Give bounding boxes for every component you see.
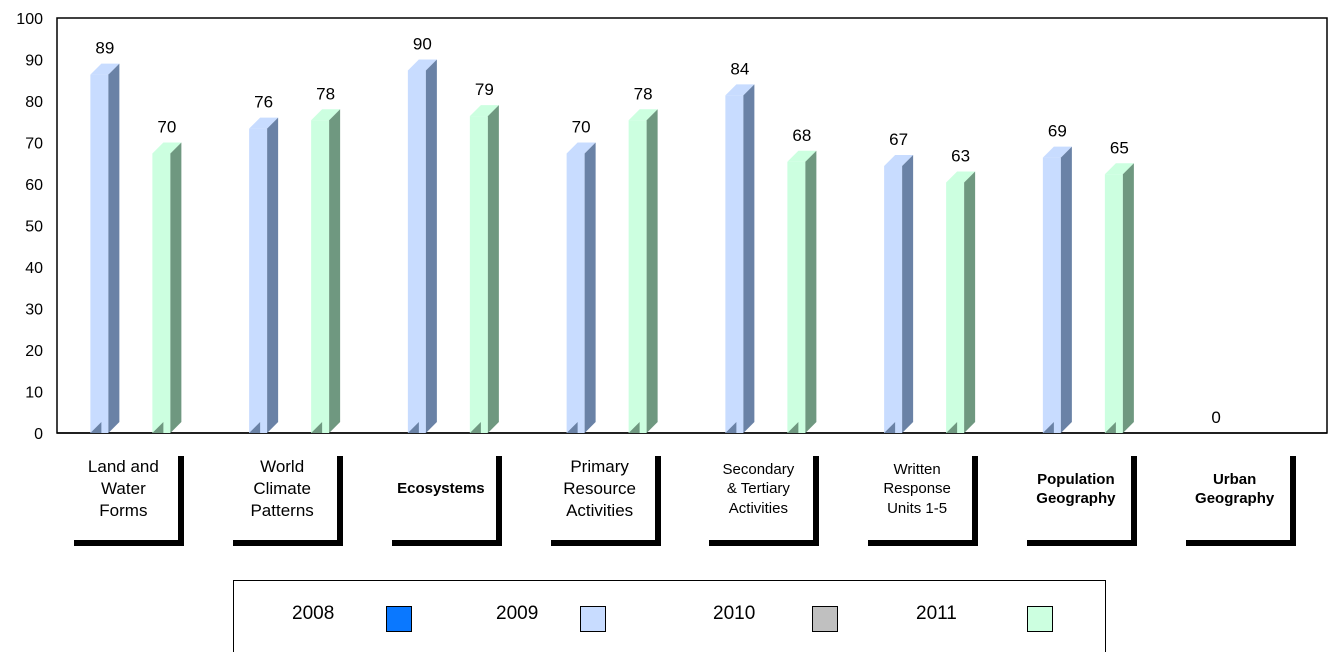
legend-swatch [386, 606, 412, 632]
x-category-label: Secondary & Tertiary Activities [722, 460, 795, 517]
y-tick-label: 80 [25, 94, 43, 111]
data-label: 78 [316, 84, 335, 103]
data-label: 67 [889, 130, 908, 149]
category-bracket [709, 456, 820, 546]
data-label: 68 [792, 126, 811, 145]
bar-2009 [407, 59, 437, 433]
category-bracket [74, 456, 185, 546]
bar-2009 [725, 84, 755, 434]
data-label: 69 [1048, 122, 1067, 141]
data-label: 76 [254, 93, 273, 112]
y-tick-label: 10 [25, 385, 43, 402]
x-category-label: Written Response Units 1-5 [883, 460, 951, 517]
data-label: 63 [951, 147, 970, 166]
legend: 2008 2009 2010 2011 [233, 580, 1106, 652]
x-category-label: Primary Resource Activities [563, 456, 636, 521]
data-label: 0 [1211, 408, 1220, 427]
plot-area-frame [56, 17, 1328, 434]
bar-2011 [311, 109, 341, 434]
data-label: 78 [634, 84, 653, 103]
x-category-label: Population Geography [1036, 470, 1116, 508]
bar-2011 [628, 109, 658, 434]
legend-swatch [1027, 606, 1053, 632]
chart-plot: 0 10 20 30 40 50 60 70 80 90 100 89 70 76 78 90 79 70 78 8… [16, 11, 1328, 443]
x-category-label: Urban Geography [1195, 470, 1275, 508]
bar-2011 [152, 142, 182, 433]
bar-2011 [946, 171, 976, 434]
category-bracket [868, 456, 979, 546]
category-bracket [391, 456, 502, 546]
legend-entry: 2009 [496, 603, 538, 625]
bar-2009 [249, 117, 279, 433]
y-tick-label: 20 [25, 343, 43, 360]
bar-2009 [1042, 146, 1072, 433]
category-bracket [233, 456, 344, 546]
y-tick-label: 50 [25, 219, 43, 236]
data-label: 65 [1110, 138, 1129, 157]
y-tick-label: 100 [16, 11, 43, 28]
legend-swatch [812, 606, 838, 632]
category-bracket [1026, 456, 1137, 546]
y-tick-label: 60 [25, 177, 43, 194]
data-label: 84 [730, 59, 749, 78]
y-tick-label: 40 [25, 260, 43, 277]
legend-label: 2011 [916, 603, 957, 624]
x-category-label: Ecosystems [397, 480, 485, 498]
data-label: 90 [413, 35, 432, 54]
y-tick-label: 70 [25, 136, 43, 153]
legend-label: 2010 [713, 603, 756, 624]
y-tick-label: 30 [25, 302, 43, 319]
category-bracket [1185, 456, 1296, 546]
bar-2009 [884, 154, 914, 433]
data-label: 70 [572, 118, 591, 137]
category-bracket [550, 456, 661, 546]
legend-label: 2008 [292, 603, 335, 624]
data-label: 89 [95, 39, 114, 58]
legend-swatch [580, 606, 606, 632]
x-category-label: World Climate Patterns [250, 456, 314, 521]
y-tick-label: 90 [25, 53, 43, 70]
legend-entry: 2011 [916, 603, 957, 625]
y-tick-label: 0 [34, 426, 43, 443]
bar-2009 [566, 142, 596, 433]
legend-entry: 2008 [292, 603, 334, 625]
legend-entry: 2010 [713, 603, 755, 625]
bar-2011 [1104, 163, 1134, 433]
data-label: 70 [157, 118, 176, 137]
bar-2009 [90, 63, 120, 434]
data-label: 79 [475, 80, 494, 99]
legend-label: 2009 [496, 603, 539, 624]
x-category-label: Land and Water Forms [87, 456, 159, 521]
bar-2011 [787, 150, 817, 434]
bar-2011 [469, 105, 499, 434]
